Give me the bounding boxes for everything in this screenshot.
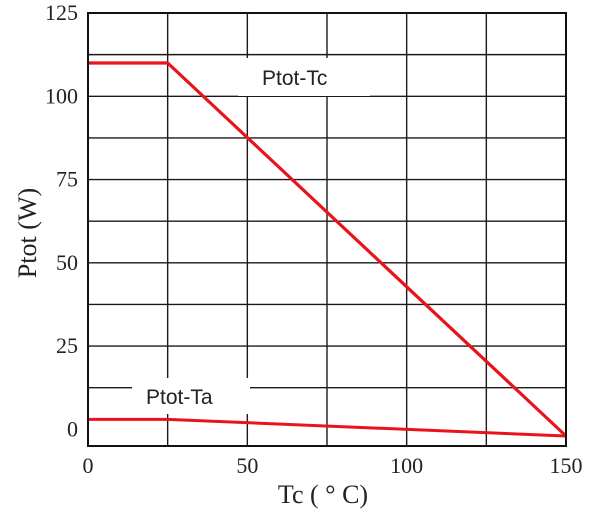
x-tick-label: 0 — [83, 453, 94, 478]
y-tick-label: 50 — [56, 250, 78, 275]
y-tick-label: 25 — [56, 333, 78, 358]
ptot-tc-label-box — [238, 58, 370, 96]
y-tick-label: 125 — [45, 0, 78, 25]
ptot-ta-label-box — [132, 378, 250, 414]
x-tick-label: 50 — [236, 453, 258, 478]
x-axis-label: Tc ( ° C) — [278, 480, 368, 509]
series-layer — [88, 61, 568, 438]
ptot-ta-label: Ptot-Ta — [146, 386, 213, 409]
series-line-ptot-tc — [88, 61, 568, 438]
y-tick-label: 0 — [67, 416, 78, 441]
tick-labels: 0 50 100 150 0 25 50 75 100 125 — [45, 0, 583, 478]
x-tick-label: 150 — [550, 453, 583, 478]
plot-border — [87, 12, 567, 447]
ptot-tc-label: Ptot-Tc — [262, 67, 327, 90]
y-axis-label: Ptot (W) — [13, 188, 42, 278]
plot-frame — [87, 12, 567, 447]
series-line-ptot-ta — [88, 417, 567, 438]
y-tick-label: 100 — [45, 83, 78, 108]
y-tick-label: 75 — [56, 167, 78, 192]
x-tick-label: 100 — [390, 453, 423, 478]
